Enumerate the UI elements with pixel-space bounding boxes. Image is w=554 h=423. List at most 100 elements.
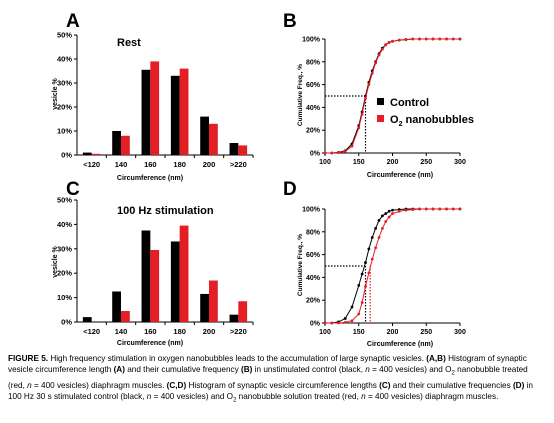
point-nanobubbles bbox=[364, 96, 367, 100]
point-nanobubbles bbox=[374, 61, 378, 65]
bar-nanobubbles bbox=[150, 250, 160, 322]
y-tick-label: 40% bbox=[57, 220, 72, 229]
series-line-control bbox=[325, 38, 460, 154]
point-nanobubbles bbox=[411, 37, 415, 41]
point-nanobubbles bbox=[357, 126, 361, 130]
point-control bbox=[357, 283, 361, 287]
x-tick-label: 300 bbox=[454, 329, 466, 336]
bar-control bbox=[229, 314, 239, 322]
caption-text: in 100 Hz 30 s stimulated control (black… bbox=[8, 380, 533, 401]
bar-nanobubbles bbox=[238, 301, 248, 322]
point-nanobubbles bbox=[391, 212, 394, 215]
y-tick-label: 30% bbox=[57, 244, 72, 253]
point-nanobubbles bbox=[418, 207, 421, 211]
panel-label-c: C bbox=[66, 179, 80, 200]
caption-italic: n bbox=[365, 365, 370, 374]
xlabel-c: Circumference (nm) bbox=[117, 340, 183, 347]
bar-control bbox=[141, 69, 151, 155]
y-tick-label: 60% bbox=[306, 82, 321, 89]
x-tick-label: <120 bbox=[83, 160, 100, 169]
caption-italic: n bbox=[146, 391, 152, 401]
x-tick-label: 180 bbox=[173, 327, 186, 336]
y-tick-label: 80% bbox=[306, 229, 321, 236]
point-nanobubbles bbox=[343, 321, 347, 324]
point-nanobubbles bbox=[424, 37, 428, 41]
y-tick-label: 100% bbox=[302, 37, 321, 44]
x-tick-label: >220 bbox=[230, 327, 247, 336]
point-nanobubbles bbox=[357, 312, 361, 316]
legend-swatch-nano bbox=[377, 115, 384, 122]
point-nanobubbles bbox=[374, 246, 378, 250]
point-nanobubbles bbox=[370, 71, 374, 75]
point-nanobubbles bbox=[337, 321, 340, 325]
caption-text: = 400 vesicles) and O bbox=[369, 365, 452, 374]
y-tick-label: 0% bbox=[310, 321, 321, 328]
x-tick-label: >220 bbox=[230, 160, 247, 169]
caption-text: = 400 vesicles) diaphragm muscles. bbox=[365, 391, 499, 401]
caption-ref: (C) bbox=[379, 380, 391, 390]
point-control bbox=[367, 247, 371, 251]
y-tick-label: 40% bbox=[306, 105, 321, 112]
bar-nanobubbles bbox=[150, 61, 160, 155]
caption-title: FIGURE 5. bbox=[8, 354, 49, 363]
x-tick-label: 100 bbox=[319, 329, 331, 336]
point-nanobubbles bbox=[387, 41, 391, 44]
point-control bbox=[380, 214, 384, 218]
point-nanobubbles bbox=[451, 37, 455, 41]
point-nanobubbles bbox=[380, 226, 384, 230]
point-nanobubbles bbox=[397, 38, 401, 42]
x-tick-label: <120 bbox=[83, 327, 100, 336]
caption-text: and their cumulative frequency bbox=[124, 365, 242, 374]
point-nanobubbles bbox=[370, 257, 374, 261]
point-nanobubbles bbox=[391, 39, 394, 43]
x-tick-label: 180 bbox=[173, 160, 186, 169]
point-nanobubbles bbox=[451, 207, 455, 211]
bar-nanobubbles bbox=[121, 135, 130, 155]
y-tick-label: 0% bbox=[61, 318, 72, 327]
caption-text: Histogram of synaptic vesicle circumfere… bbox=[8, 354, 527, 374]
legend-swatch-control bbox=[377, 98, 384, 105]
x-tick-label: 160 bbox=[144, 327, 157, 336]
series-line-control bbox=[325, 208, 460, 324]
caption-ref: (A,B) bbox=[426, 354, 446, 363]
y-tick-label: 50% bbox=[57, 196, 72, 205]
x-tick-label: 150 bbox=[353, 329, 365, 336]
point-nanobubbles bbox=[384, 220, 388, 223]
point-nanobubbles bbox=[404, 38, 408, 41]
caption-text: nanobubble treated (red, bbox=[8, 365, 528, 390]
point-nanobubbles bbox=[380, 47, 384, 51]
caption-ref: (B) bbox=[241, 365, 253, 374]
x-tick-label: 200 bbox=[387, 329, 399, 336]
x-tick-label: 140 bbox=[115, 160, 128, 169]
figure-5: A B C D Rest Circumference (nm) vesicle … bbox=[52, 11, 474, 348]
xlabel-d: Circumference (nm) bbox=[367, 341, 433, 348]
point-nanobubbles bbox=[323, 151, 327, 155]
figure-caption: FIGURE 5. High frequency stimulation in … bbox=[8, 353, 546, 406]
ylabel-b: Cumulative Freq., % bbox=[297, 64, 304, 126]
y-tick-label: 40% bbox=[306, 275, 321, 282]
bar-nanobubbles bbox=[121, 311, 130, 322]
point-nanobubbles bbox=[337, 151, 340, 155]
point-nanobubbles bbox=[458, 37, 462, 41]
bar-control bbox=[170, 75, 180, 155]
x-tick-label: 200 bbox=[387, 159, 399, 166]
bar-nanobubbles bbox=[209, 280, 218, 322]
y-tick-label: 20% bbox=[306, 298, 321, 305]
point-nanobubbles bbox=[350, 319, 354, 323]
y-tick-label: 40% bbox=[57, 55, 72, 64]
bar-control bbox=[200, 116, 209, 155]
xlabel-a: Circumference (nm) bbox=[117, 175, 183, 182]
caption-text: = 400 vesicles) and O bbox=[151, 391, 234, 401]
bar-control bbox=[141, 230, 151, 322]
caption-italic: n bbox=[27, 380, 32, 390]
caption-text: nanobubble solution treated (red, bbox=[236, 391, 362, 401]
point-nanobubbles bbox=[343, 149, 347, 153]
y-tick-label: 20% bbox=[57, 103, 72, 112]
point-nanobubbles bbox=[367, 271, 371, 275]
y-tick-label: 100% bbox=[302, 207, 321, 214]
x-tick-label: 150 bbox=[353, 159, 365, 166]
series-line-nanobubbles bbox=[325, 208, 460, 324]
caption-sub: 2 bbox=[233, 397, 237, 404]
point-nanobubbles bbox=[330, 321, 334, 325]
panel-c-histogram: 100 Hz stimulation Circumference (nm) ve… bbox=[52, 196, 254, 347]
